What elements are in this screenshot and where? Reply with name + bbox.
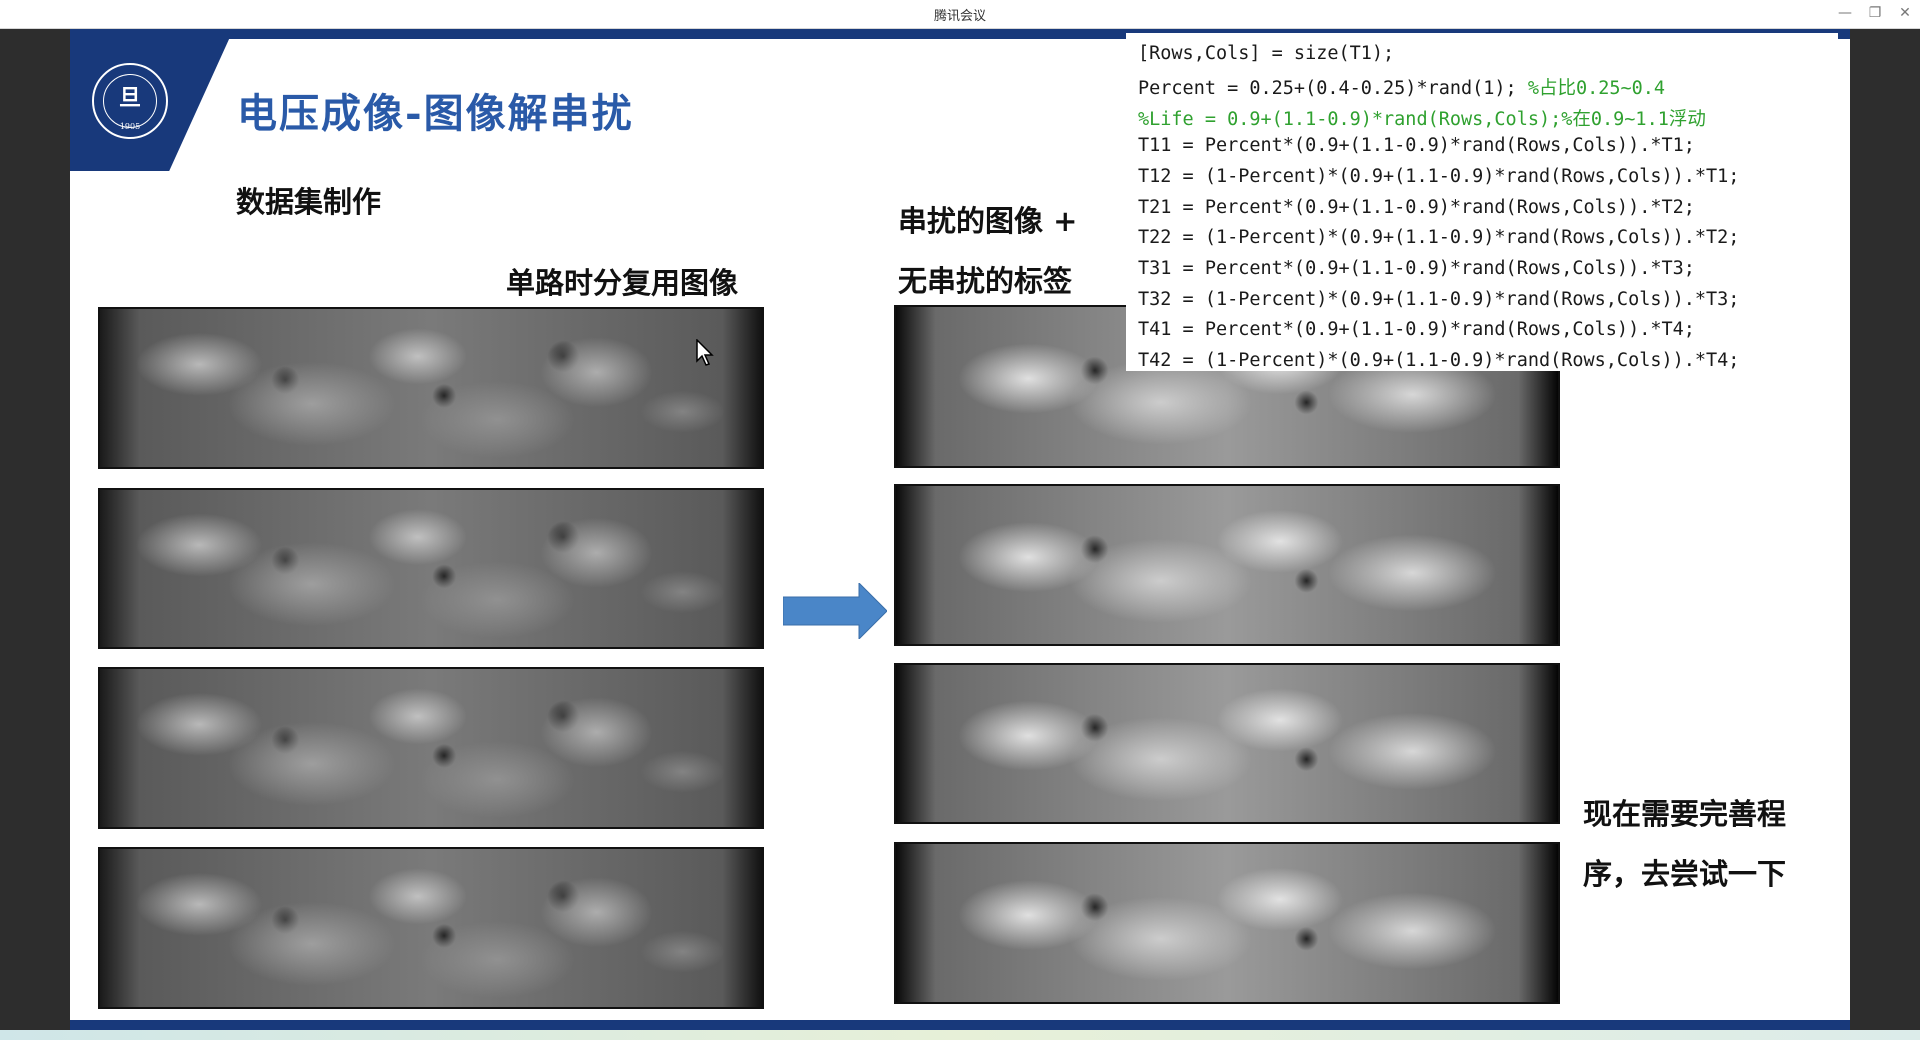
university-seal-icon: 旦 1905 <box>92 63 168 139</box>
right-arrow-icon <box>783 583 887 639</box>
shared-screen-margin-left <box>0 29 70 1032</box>
window-bottom-strip <box>0 1030 1920 1040</box>
code-line-2-comment: %占比0.25~0.4 <box>1527 78 1666 99</box>
slide-top-bar <box>70 29 1850 39</box>
code-line-10: T41 = Percent*(0.9+(1.1-0.9)*rand(Rows,C… <box>1138 319 1695 340</box>
mouse-cursor-icon <box>696 339 714 366</box>
label-clean-labels: 无串扰的标签 <box>898 264 1073 298</box>
window-titlebar: 腾讯会议 — ❐ ✕ <box>0 0 1920 29</box>
output-image-2 <box>894 484 1560 646</box>
slide-bottom-bar <box>70 1020 1850 1030</box>
input-image-1 <box>98 307 764 469</box>
close-icon[interactable]: ✕ <box>1899 5 1911 21</box>
shared-screen-margin-right <box>1850 29 1920 1032</box>
input-image-2 <box>98 488 764 649</box>
code-line-1: [Rows,Cols] = size(T1); <box>1138 43 1395 64</box>
code-line-4: T11 = Percent*(0.9+(1.1-0.9)*rand(Rows,C… <box>1138 135 1695 156</box>
code-line-2: Percent = 0.25+(0.4-0.25)*rand(1); %占比0.… <box>1138 74 1665 100</box>
code-line-2-code: Percent = 0.25+(0.4-0.25)*rand(1); <box>1138 78 1528 99</box>
code-line-9: T32 = (1-Percent)*(0.9+(1.1-0.9)*rand(Ro… <box>1138 289 1740 310</box>
output-image-3 <box>894 663 1560 824</box>
code-line-8: T31 = Percent*(0.9+(1.1-0.9)*rand(Rows,C… <box>1138 258 1695 279</box>
input-image-3 <box>98 667 764 829</box>
maximize-icon[interactable]: ❐ <box>1868 5 1882 21</box>
label-crosstalk-images: 串扰的图像 + <box>898 204 1078 238</box>
note-line-2: 序，去尝试一下 <box>1583 857 1787 891</box>
seal-glyph: 旦 <box>118 85 141 111</box>
code-line-11: T42 = (1-Percent)*(0.9+(1.1-0.9)*rand(Ro… <box>1138 350 1740 371</box>
minimize-icon[interactable]: — <box>1838 5 1852 21</box>
output-image-4 <box>894 842 1560 1004</box>
slide-subtitle: 数据集制作 <box>236 185 382 219</box>
code-line-3-comment: %Life = 0.9+(1.1-0.9)*rand(Rows,Cols);%在… <box>1138 109 1706 130</box>
window-title: 腾讯会议 <box>933 9 986 24</box>
note-line-1: 现在需要完善程 <box>1583 797 1787 831</box>
code-line-6: T21 = Percent*(0.9+(1.1-0.9)*rand(Rows,C… <box>1138 197 1695 218</box>
code-line-7: T22 = (1-Percent)*(0.9+(1.1-0.9)*rand(Ro… <box>1138 227 1740 248</box>
matlab-code-block: [Rows,Cols] = size(T1); Percent = 0.25+(… <box>1126 33 1838 371</box>
shared-slide: 旦 1905 电压成像-图像解串扰 数据集制作 单路时分复用图像 串扰的图像 +… <box>70 29 1850 1030</box>
slide-title: 电压成像-图像解串扰 <box>237 90 634 137</box>
code-line-5: T12 = (1-Percent)*(0.9+(1.1-0.9)*rand(Ro… <box>1138 166 1740 187</box>
input-image-4 <box>98 847 764 1009</box>
seal-year: 1905 <box>119 122 141 131</box>
label-multiplexed-images: 单路时分复用图像 <box>506 266 739 300</box>
seal-inner-ring <box>103 74 157 128</box>
slide-note: 现在需要完善程 序，去尝试一下 <box>1583 784 1833 904</box>
